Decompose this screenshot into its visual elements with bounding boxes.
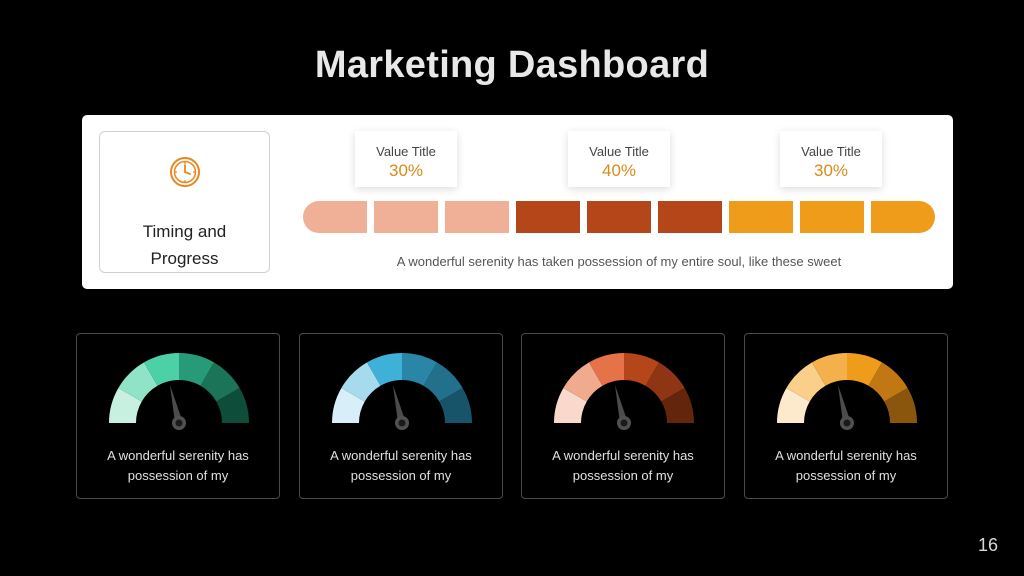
timing-label: Timing and Progress [100,218,269,272]
callout-value: 30% [813,161,849,180]
gauge-segment [144,353,179,386]
progress-segment [516,201,580,233]
gauge-card: A wonderful serenity has possession of m… [521,333,725,499]
callout-value: 30% [388,161,424,180]
progress-segment [445,201,509,233]
gauge-segment [402,353,437,386]
gauge-segment [884,388,917,423]
gauge-caption-line1: A wonderful serenity has [552,448,694,463]
progress-panel: Timing and Progress Value Title 30% Valu… [82,115,953,289]
gauge-icon [109,353,249,430]
page-number: 16 [977,535,998,555]
gauge-segment [554,388,587,423]
gauge-segment [423,362,463,402]
gauge-caption-line1: A wonderful serenity has [107,448,249,463]
gauge-icon [777,353,917,430]
callout-value: 40% [601,161,637,180]
gauge-caption-line2: possession of my [127,468,229,483]
gauge-segment [118,362,158,402]
gauge-needle [170,385,183,423]
progress-segment [374,201,438,233]
gauge-card: A wonderful serenity has possession of m… [299,333,503,499]
gauge-segment [661,388,694,423]
gauge-segment [777,388,810,423]
gauge-needle [838,385,851,423]
gauge-caption-line1: A wonderful serenity has [330,448,472,463]
gauge-hub-center [398,419,406,427]
gauge-caption-line1: A wonderful serenity has [775,448,917,463]
gauge-caption: A wonderful serenity has possession of m… [300,446,502,486]
gauge-segment [868,362,908,402]
gauge-caption-line2: possession of my [795,468,897,483]
segmented-progress-bar [303,201,935,233]
progress-segment [303,201,367,233]
gauge-icon [554,353,694,430]
gauge-caption: A wonderful serenity has possession of m… [522,446,724,486]
page-title: Marketing Dashboard [314,44,710,86]
gauge-segment [200,362,240,402]
value-callout: Value Title 40% [568,131,670,187]
progress-segment [871,201,935,233]
gauge-segment [216,388,249,423]
progress-segment [587,201,651,233]
gauge-segment [847,353,882,386]
gauge-segment [341,362,381,402]
gauge-segment [589,353,624,386]
gauge-caption: A wonderful serenity has possession of m… [77,446,279,486]
gauge-hub-center [843,419,851,427]
gauge-segment [179,353,214,386]
gauge-hub-center [620,419,628,427]
timing-card: Timing and Progress [99,131,270,273]
value-callout: Value Title 30% [355,131,457,187]
gauge-segment [812,353,847,386]
progress-segment [729,201,793,233]
gauge-caption: A wonderful serenity has possession of m… [745,446,947,486]
gauge-segment [645,362,685,402]
progress-segment [800,201,864,233]
gauge-segment [109,388,142,423]
gauge-caption-line2: possession of my [350,468,452,483]
gauge-caption-line2: possession of my [572,468,674,483]
progress-caption: A wonderful serenity has taken possessio… [396,254,842,269]
timing-label-line2: Progress [150,249,219,268]
gauge-card: A wonderful serenity has possession of m… [76,333,280,499]
gauge-segment [563,362,603,402]
gauge-hub-center [175,419,183,427]
timing-label-line1: Timing and [142,222,227,241]
callout-label: Value Title [801,144,861,159]
gauge-segment [367,353,402,386]
gauge-segment [439,388,472,423]
gauge-needle [393,385,406,423]
gauge-segment [624,353,659,386]
value-callout: Value Title 30% [780,131,882,187]
gauge-segment [786,362,826,402]
progress-segment [658,201,722,233]
gauge-needle [615,385,628,423]
gauge-card: A wonderful serenity has possession of m… [744,333,948,499]
gauge-segment [332,388,365,423]
callout-label: Value Title [376,144,436,159]
callout-label: Value Title [589,144,649,159]
clock-icon [170,157,200,187]
gauge-icon [332,353,472,430]
